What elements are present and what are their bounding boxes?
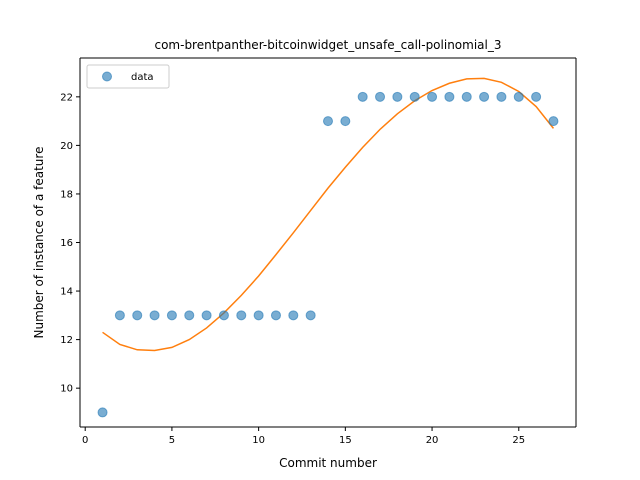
y-tick-label: 22 [60,92,73,103]
fit-line-group [102,77,555,352]
data-point [236,310,247,321]
y-tick-label: 18 [60,189,73,200]
data-point [184,310,195,321]
data-point [166,310,177,321]
y-tick-label: 12 [60,335,73,346]
data-point [323,116,333,127]
axes-frame [79,57,577,428]
data-point [114,310,125,321]
data-point [97,407,108,418]
y-axis-ticks: 10 12 14 16 18 20 22 [60,92,80,395]
y-axis-label: Number of instance of a feature [32,147,46,339]
data-points [97,91,559,418]
plot-area [80,58,576,427]
data-point [496,91,507,102]
data-point [531,91,542,102]
x-tick-label: 5 [169,435,175,446]
data-point [513,91,524,102]
legend-box [86,64,170,89]
data-point [201,310,212,321]
data-point [357,91,368,102]
legend-marker [102,71,112,82]
x-tick-label: 25 [512,435,525,446]
y-tick-label: 14 [60,287,73,298]
x-tick-label: 15 [339,435,352,446]
x-axis-label: Commit number [279,456,377,470]
data-point [375,91,386,102]
data-point [409,91,420,102]
y-tick-label: 20 [60,141,73,152]
legend: data [86,64,170,89]
data-point [132,310,143,321]
x-tick-label: 20 [426,435,439,446]
x-tick-label: 0 [82,435,88,446]
legend-label: data [131,72,154,83]
chart-title: com-brentpanther-bitcoinwidget_unsafe_ca… [154,38,501,52]
y-tick-label: 10 [60,384,73,395]
y-tick-label: 16 [60,238,73,249]
data-point [461,91,472,102]
data-point [149,310,160,321]
data-point [288,310,299,321]
data-point [444,91,455,102]
data-point [340,116,351,127]
data-point [270,310,281,321]
data-point [253,310,264,321]
x-tick-label: 10 [252,435,265,446]
x-axis-ticks: 0 5 10 15 20 25 [82,427,525,446]
data-point [427,91,438,102]
data-point [392,91,403,102]
fit-line [102,77,555,352]
data-point [305,310,316,321]
data-point [548,116,559,127]
data-point [479,91,490,102]
data-point [218,310,229,321]
